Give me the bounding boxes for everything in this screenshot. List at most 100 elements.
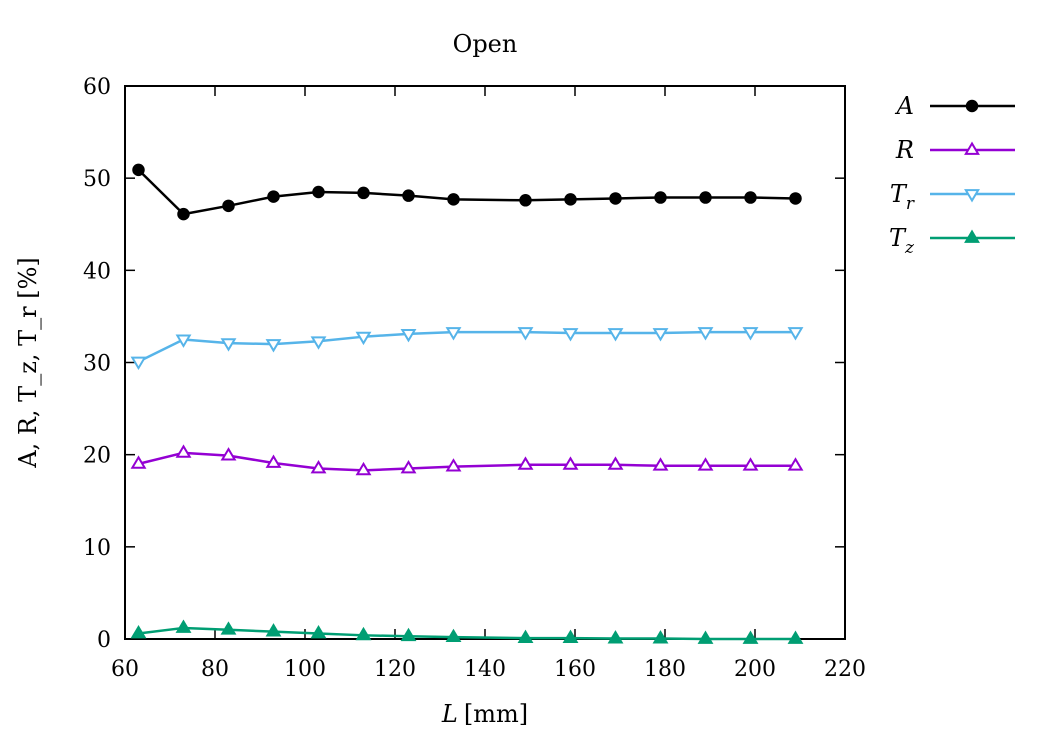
- legend-marker: [964, 229, 980, 243]
- data-point: [447, 193, 460, 206]
- series-a: [132, 163, 802, 221]
- data-point: [699, 191, 712, 204]
- data-point: [265, 623, 282, 637]
- y-tick-label: 20: [83, 444, 111, 469]
- data-point: [787, 327, 804, 341]
- data-point: [310, 625, 327, 639]
- data-point: [175, 619, 192, 633]
- data-point: [787, 457, 804, 471]
- series-line: [138, 451, 796, 472]
- data-point: [355, 626, 372, 641]
- x-tick-label: 80: [201, 657, 229, 682]
- series-t-r: [130, 327, 804, 371]
- data-point: [130, 625, 147, 639]
- data-point: [607, 630, 624, 644]
- data-point: [697, 457, 714, 471]
- data-point: [517, 629, 534, 643]
- data-point: [742, 327, 759, 341]
- data-point: [742, 457, 759, 471]
- legend-entry: Tr: [890, 180, 1015, 214]
- legend-label: R: [895, 136, 914, 164]
- data-point: [445, 628, 462, 643]
- y-tick-label: 10: [83, 536, 111, 561]
- series-line: [137, 330, 796, 363]
- y-axis-label: A, R, T_z, T_r [%]: [14, 257, 42, 468]
- chart-title: Open: [453, 30, 518, 58]
- x-axis-label: L [mm]: [441, 700, 528, 728]
- series-line: [137, 168, 796, 216]
- x-tick-label: 120: [374, 657, 416, 682]
- data-point: [265, 454, 282, 468]
- legend-label: Tr: [890, 180, 915, 214]
- data-point: [357, 186, 370, 200]
- data-point: [607, 456, 624, 470]
- data-point: [220, 447, 237, 461]
- data-point: [697, 630, 714, 644]
- labels: Open L [mm] A, R, T_z, T_r [%]: [14, 30, 528, 728]
- data-point: [652, 457, 669, 471]
- data-point: [177, 207, 190, 221]
- data-point: [220, 621, 237, 635]
- data-point: [222, 199, 235, 213]
- data-point: [607, 328, 624, 342]
- data-point: [220, 338, 237, 352]
- data-point: [175, 334, 192, 348]
- data-point: [355, 331, 372, 346]
- x-tick-label: 180: [644, 657, 686, 682]
- data-point: [130, 455, 147, 469]
- data-point: [789, 192, 802, 205]
- y-tick-label: 40: [83, 259, 111, 284]
- y-tick-label: 0: [97, 628, 111, 653]
- data-point: [562, 328, 579, 342]
- data-point: [310, 336, 327, 350]
- data-point: [400, 329, 417, 343]
- data-point: [787, 630, 804, 644]
- axes: 60 80 100 120 140 160 180 200 220 0 10 20 30 40 50 60: [83, 75, 866, 682]
- data-point: [130, 356, 147, 371]
- data-point: [519, 194, 532, 207]
- series-layer: [130, 163, 804, 644]
- legend: AR Tr Tz: [889, 92, 1015, 258]
- data-point: [562, 456, 579, 470]
- data-point: [652, 328, 669, 342]
- legend-entry: Tz: [889, 224, 1015, 258]
- x-tick-label: 220: [824, 657, 866, 682]
- data-point: [445, 458, 462, 472]
- x-tick-label: 200: [734, 657, 776, 682]
- data-point: [132, 163, 145, 177]
- x-tick-label: 140: [464, 657, 506, 682]
- data-point: [355, 461, 372, 476]
- data-point: [564, 193, 577, 206]
- data-point: [517, 456, 534, 470]
- data-point: [400, 460, 417, 474]
- x-tick-label: 160: [554, 657, 596, 682]
- data-point: [744, 191, 757, 204]
- data-point: [562, 629, 579, 643]
- y-tick-label: 50: [83, 167, 111, 192]
- data-point: [310, 460, 327, 474]
- legend-label: Tz: [889, 224, 915, 258]
- data-point: [445, 327, 462, 341]
- legend-entry: A: [895, 92, 1015, 120]
- series-t-z: [130, 619, 804, 644]
- series-r: [130, 444, 804, 476]
- data-point: [312, 185, 325, 199]
- data-point: [609, 192, 622, 205]
- data-point: [267, 190, 280, 203]
- data-point: [402, 189, 415, 202]
- data-point: [652, 630, 669, 644]
- data-point: [742, 630, 759, 644]
- data-point: [175, 444, 192, 458]
- legend-entry: R: [895, 136, 1015, 164]
- data-point: [517, 327, 534, 341]
- y-tick-label: 60: [83, 75, 111, 100]
- data-point: [265, 339, 282, 353]
- data-point: [697, 327, 714, 341]
- x-tick-label: 100: [284, 657, 326, 682]
- y-tick-label: 30: [83, 352, 111, 377]
- x-tick-label: 60: [111, 657, 139, 682]
- series-line: [138, 626, 796, 641]
- data-point: [400, 627, 417, 642]
- data-point: [654, 191, 667, 204]
